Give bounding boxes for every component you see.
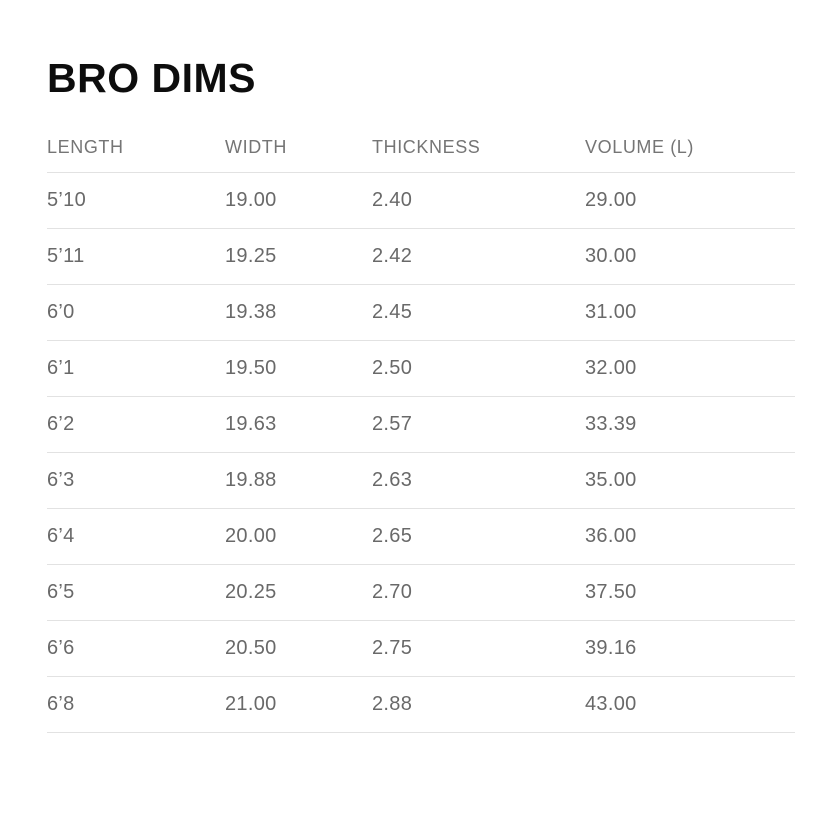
table-cell: 21.00 — [225, 676, 372, 733]
column-header: THICKNESS — [372, 129, 585, 173]
table-cell: 2.65 — [372, 508, 585, 565]
table-cell: 35.00 — [585, 452, 795, 509]
table-cell: 2.70 — [372, 564, 585, 621]
table-cell: 20.00 — [225, 508, 372, 565]
table-cell: 20.50 — [225, 620, 372, 677]
table-cell: 2.45 — [372, 284, 585, 341]
table-cell: 39.16 — [585, 620, 795, 677]
table-row: 6’3 19.88 2.63 35.00 — [47, 452, 795, 509]
page-title: BRO DIMS — [47, 55, 256, 101]
page-container: BRO DIMS LENGTH WIDTH THICKNESS VOLUME (L) … — [47, 55, 795, 733]
column-header: VOLUME (L) — [585, 129, 795, 173]
table-cell: 6’8 — [47, 676, 225, 733]
table-cell: 6’2 — [47, 396, 225, 453]
table-row: 5’10 19.00 2.40 29.00 — [47, 172, 795, 229]
dims-table: LENGTH WIDTH THICKNESS VOLUME (L) 5’10 19.00… — [47, 129, 795, 733]
table-row: 6’8 21.00 2.88 43.00 — [47, 676, 795, 733]
table-cell: 6’3 — [47, 452, 225, 509]
table-row: 6’4 20.00 2.65 36.00 — [47, 508, 795, 565]
table-cell: 2.57 — [372, 396, 585, 453]
table-cell: 2.75 — [372, 620, 585, 677]
table-row: 5’11 19.25 2.42 30.00 — [47, 228, 795, 285]
table-cell: 30.00 — [585, 228, 795, 285]
table-cell: 2.63 — [372, 452, 585, 509]
table-cell: 5’10 — [47, 172, 225, 229]
table-body: 5’10 19.00 2.40 29.00 5’11 19.25 2.42 30.00 6’0 1… — [47, 172, 795, 733]
table-cell: 19.63 — [225, 396, 372, 453]
table-header-row: LENGTH WIDTH THICKNESS VOLUME (L) — [47, 129, 795, 173]
table-row: 6’2 19.63 2.57 33.39 — [47, 396, 795, 453]
table-cell: 29.00 — [585, 172, 795, 229]
table-cell: 37.50 — [585, 564, 795, 621]
table-cell: 6’4 — [47, 508, 225, 565]
column-header: LENGTH — [47, 129, 225, 173]
table-row: 6’5 20.25 2.70 37.50 — [47, 564, 795, 621]
table-cell: 33.39 — [585, 396, 795, 453]
table-cell: 19.38 — [225, 284, 372, 341]
table-row: 6’6 20.50 2.75 39.16 — [47, 620, 795, 677]
table-cell: 43.00 — [585, 676, 795, 733]
table-row: 6’0 19.38 2.45 31.00 — [47, 284, 795, 341]
table-cell: 2.88 — [372, 676, 585, 733]
table-cell: 6’5 — [47, 564, 225, 621]
table-cell: 5’11 — [47, 228, 225, 285]
table-cell: 19.88 — [225, 452, 372, 509]
column-header: WIDTH — [225, 129, 372, 173]
table-cell: 31.00 — [585, 284, 795, 341]
table-row: 6’1 19.50 2.50 32.00 — [47, 340, 795, 397]
table-cell: 19.50 — [225, 340, 372, 397]
table-header: LENGTH WIDTH THICKNESS VOLUME (L) — [47, 129, 795, 173]
table-cell: 2.40 — [372, 172, 585, 229]
table-cell: 6’0 — [47, 284, 225, 341]
table-cell: 6’6 — [47, 620, 225, 677]
table-cell: 32.00 — [585, 340, 795, 397]
table-cell: 20.25 — [225, 564, 372, 621]
table-cell: 2.42 — [372, 228, 585, 285]
table-cell: 6’1 — [47, 340, 225, 397]
table-cell: 2.50 — [372, 340, 585, 397]
table-cell: 19.00 — [225, 172, 372, 229]
table-cell: 19.25 — [225, 228, 372, 285]
table-cell: 36.00 — [585, 508, 795, 565]
